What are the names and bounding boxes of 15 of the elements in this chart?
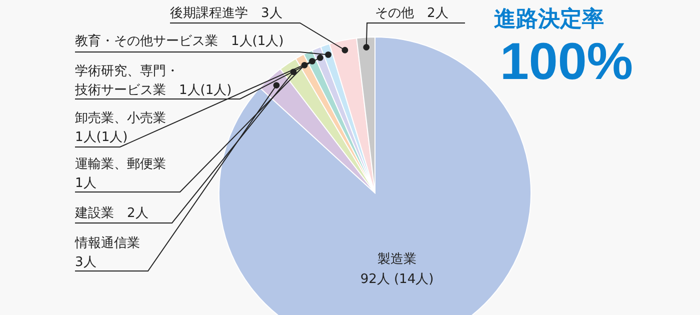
- slice-label: その他 2人: [375, 6, 448, 21]
- data-label: 1人(1人): [75, 130, 128, 145]
- data-label: 1人: [75, 176, 96, 191]
- data-label: 3人: [75, 255, 96, 270]
- slice-label: 製造業: [378, 252, 417, 267]
- slice-label: 学術研究、専門・技術サービス業 1人(1人): [74, 64, 232, 98]
- slice-label: 運輸業、郵便業: [75, 157, 166, 172]
- slice-label: 情報通信業: [74, 236, 140, 251]
- text: 100%: [500, 32, 633, 92]
- text: 進路決定率: [494, 6, 604, 34]
- slice-label: 建設業 2人: [74, 206, 148, 221]
- slice-label: 教育・その他サービス業 1人(1人): [75, 33, 284, 49]
- data-label: 92人 (14人): [360, 272, 434, 287]
- slice-label: 後期課程進学 3人: [170, 6, 282, 21]
- slice-label: 卸売業、小売業: [75, 111, 166, 126]
